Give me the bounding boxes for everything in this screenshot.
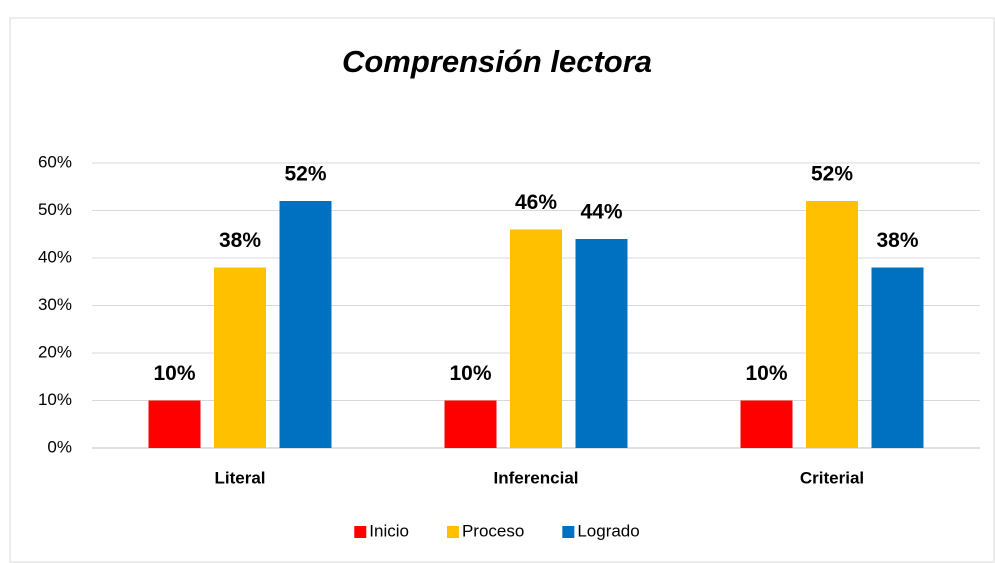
data-label: 38% [219,229,261,252]
bar [871,267,924,448]
x-tick-label: Criterial [800,468,864,487]
y-tick-label: 30% [38,295,72,314]
x-tick-label: Literal [214,468,265,487]
legend-label: Proceso [462,521,524,540]
data-label: 10% [745,362,787,385]
y-tick-label: 20% [38,342,72,361]
data-label: 10% [449,362,491,385]
data-label: 52% [811,163,853,186]
y-tick-label: 60% [38,152,72,171]
data-label: 52% [284,163,326,186]
data-label: 46% [515,191,557,214]
bar [806,201,858,448]
data-label: 10% [153,362,195,385]
y-tick-label: 0% [47,437,72,456]
bar [510,229,562,448]
bar [214,267,266,448]
legend-label: Logrado [577,521,639,540]
bar [575,239,628,448]
data-label: 38% [876,229,918,252]
y-tick-label: 40% [38,247,72,266]
legend-label: Inicio [369,521,409,540]
x-tick-label: Inferencial [493,468,578,487]
y-tick-label: 10% [38,390,72,409]
bar [444,400,497,448]
bar [148,400,201,448]
legend-swatch [562,526,575,538]
bar [740,400,793,448]
bar [279,201,332,448]
data-label: 44% [580,201,622,224]
y-tick-label: 50% [38,200,72,219]
chart-title: Comprensión lectora [342,44,652,79]
legend-swatch [446,526,459,538]
legend-swatch [354,526,367,538]
